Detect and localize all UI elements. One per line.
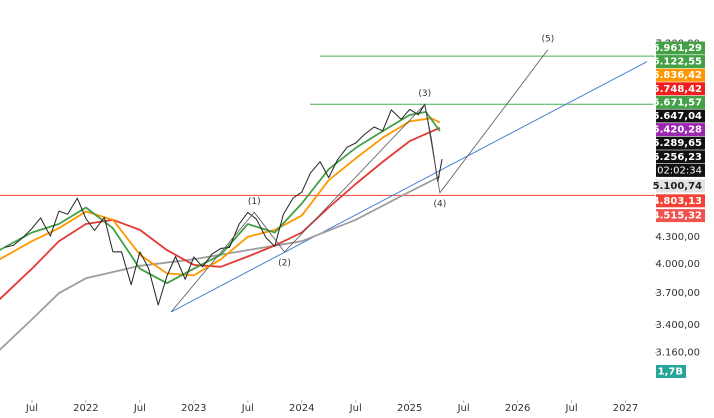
price-badge: 5.256,23 [653, 150, 705, 164]
badge-box [656, 209, 705, 223]
badge-box [656, 163, 705, 177]
wave-label: (3) [418, 89, 431, 99]
price-badge: 5.671,57 [653, 95, 705, 109]
x-tick-label: 2023 [181, 403, 206, 414]
badge-label: 5.256,23 [653, 152, 702, 163]
x-tick-label: 2024 [289, 403, 314, 414]
badge-box [656, 82, 705, 96]
y-tick-label: 3.160,00 [655, 347, 700, 358]
badge-label: 6.961,29 [653, 43, 702, 54]
x-tick-label: Jul [565, 403, 578, 414]
badge-label: 4.515,32 [653, 211, 702, 222]
price-badge: 5.836,42 [653, 68, 705, 82]
badge-box [656, 41, 705, 55]
countdown-badge: 02:02:34 [656, 163, 705, 177]
price-badge: 4.803,13 [653, 194, 705, 208]
x-tick-label: Jul [349, 403, 362, 414]
volume-label: 1,7B [658, 367, 683, 378]
price-line [0, 126, 441, 300]
y-tick-label: 4.300,00 [655, 232, 700, 243]
badge-label: 5.647,04 [653, 111, 702, 122]
trendline [170, 61, 648, 313]
badge-label: 4.803,13 [653, 196, 702, 207]
badge-box [656, 150, 705, 164]
x-tick-label: Jul [25, 403, 38, 414]
price-badge: 4.515,32 [653, 209, 705, 223]
wave-label: (5) [541, 34, 554, 44]
y-tick-label: 4.000,00 [655, 259, 700, 270]
volume-badge: 1,7B [656, 365, 686, 378]
x-tick-label: 2027 [613, 403, 638, 414]
x-tick-label: 2025 [397, 403, 422, 414]
price-line [0, 175, 441, 351]
badge-box [656, 365, 686, 378]
badge-box [656, 109, 705, 123]
badge-label: 5.671,57 [653, 97, 702, 108]
x-tick-label: Jul [457, 403, 470, 414]
price-badge: 5.100,74 [653, 179, 705, 193]
y-tick-label: 3.400,00 [655, 320, 700, 331]
badge-label: 6.122,55 [653, 57, 702, 68]
badge-box [656, 123, 705, 137]
x-tick-label: 2026 [505, 403, 530, 414]
badge-box [656, 68, 705, 82]
badge-label: 5.836,42 [653, 70, 702, 81]
price-line [4, 103, 443, 306]
price-badge: 5.420,28 [653, 123, 705, 137]
wave-line [170, 49, 549, 313]
badge-box [656, 95, 705, 109]
price-badge: 5.748,42 [653, 82, 705, 96]
wave-label: (2) [278, 258, 291, 268]
price-line [0, 117, 441, 277]
badge-label: 5.748,42 [653, 84, 702, 95]
price-badge: 6.122,55 [653, 55, 705, 69]
badge-box [656, 194, 705, 208]
price-badge: 5.289,65 [653, 136, 705, 150]
price-line [0, 111, 441, 285]
x-tick-label: Jul [133, 403, 146, 414]
badge-box [656, 136, 705, 150]
countdown: 02:02:34 [657, 165, 702, 176]
x-tick-label: 2022 [73, 403, 98, 414]
badge-label: 5.100,74 [653, 181, 702, 192]
y-tick-label: 3.700,00 [655, 288, 700, 299]
badge-box [656, 179, 705, 193]
price-badge: 6.961,29 [653, 41, 705, 55]
badge-box [656, 55, 705, 69]
wave-label: (1) [248, 197, 261, 207]
badge-label: 5.420,28 [653, 125, 702, 136]
x-tick-label: Jul [241, 403, 254, 414]
price-badge: 5.647,04 [653, 109, 705, 123]
badge-label: 5.289,65 [653, 138, 702, 149]
wave-label: (4) [434, 199, 447, 209]
